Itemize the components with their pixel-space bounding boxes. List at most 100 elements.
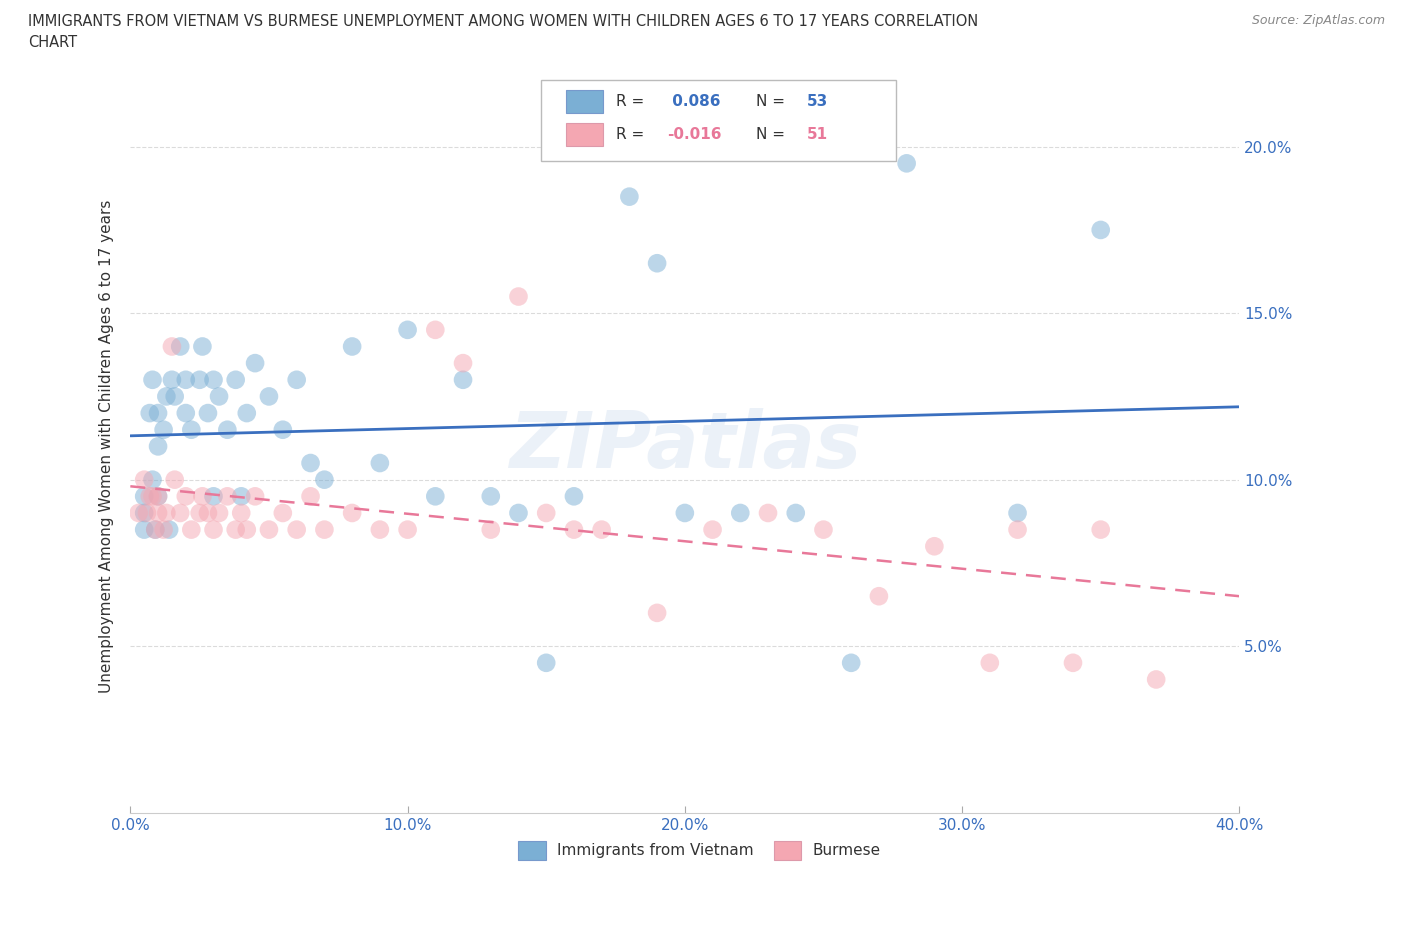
Point (451, 372, 474, 387)
Point (134, 506, 156, 521)
Point (134, 472, 156, 487)
Point (896, 156, 918, 171)
Point (146, 405, 169, 420)
Point (188, 372, 211, 387)
Point (813, 522, 835, 537)
Point (243, 489, 266, 504)
Text: Source: ZipAtlas.com: Source: ZipAtlas.com (1251, 14, 1385, 27)
Point (534, 506, 557, 521)
Point (174, 489, 197, 504)
Point (225, 372, 247, 387)
Point (508, 289, 530, 304)
Text: 0.086: 0.086 (666, 94, 721, 109)
Point (134, 522, 156, 537)
Point (169, 506, 191, 521)
Point (217, 422, 239, 437)
Point (143, 522, 166, 537)
Point (163, 389, 186, 404)
Point (1144, 672, 1167, 687)
Text: IMMIGRANTS FROM VIETNAM VS BURMESE UNEMPLOYMENT AMONG WOMEN WITH CHILDREN AGES 6: IMMIGRANTS FROM VIETNAM VS BURMESE UNEMP… (28, 14, 979, 29)
Point (197, 405, 219, 420)
Point (180, 522, 202, 537)
FancyBboxPatch shape (541, 80, 896, 161)
Point (236, 405, 259, 420)
Point (208, 506, 231, 521)
Point (285, 522, 308, 537)
Point (1090, 222, 1112, 237)
Point (979, 656, 1001, 671)
Point (191, 339, 214, 354)
Point (1007, 522, 1029, 537)
Point (146, 489, 169, 504)
Point (202, 489, 225, 504)
Point (202, 372, 225, 387)
Point (368, 456, 391, 471)
Point (619, 189, 641, 204)
Point (562, 522, 585, 537)
Point (146, 489, 169, 504)
Text: 53: 53 (807, 94, 828, 109)
Point (645, 605, 668, 620)
Point (340, 506, 363, 521)
Text: Immigrants from Vietnam: Immigrants from Vietnam (557, 844, 754, 858)
Point (396, 323, 419, 338)
Point (451, 355, 474, 370)
Point (839, 656, 862, 671)
FancyBboxPatch shape (519, 842, 546, 860)
Point (1090, 522, 1112, 537)
Point (225, 522, 247, 537)
Text: R =: R = (616, 94, 650, 109)
Point (314, 522, 336, 537)
Point (562, 489, 585, 504)
Point (730, 506, 752, 521)
Text: 51: 51 (807, 126, 828, 141)
Point (271, 506, 294, 521)
Point (868, 589, 890, 604)
Point (180, 422, 202, 437)
Point (299, 456, 322, 471)
Text: CHART: CHART (28, 35, 77, 50)
Point (208, 389, 231, 404)
Point (152, 522, 174, 537)
Point (160, 339, 183, 354)
Text: N =: N = (756, 126, 790, 141)
FancyBboxPatch shape (567, 89, 603, 113)
Point (340, 339, 363, 354)
Point (425, 323, 447, 338)
Point (134, 489, 156, 504)
Point (924, 538, 946, 553)
Point (756, 506, 779, 521)
Point (702, 522, 724, 537)
Point (1062, 656, 1084, 671)
Point (534, 656, 557, 671)
Point (141, 489, 163, 504)
Text: R =: R = (616, 126, 650, 141)
Point (673, 506, 696, 521)
Point (508, 506, 530, 521)
Point (271, 422, 294, 437)
Point (174, 405, 197, 420)
Point (191, 489, 214, 504)
Point (163, 472, 186, 487)
Point (155, 506, 177, 521)
Point (139, 405, 162, 420)
Point (197, 506, 219, 521)
Point (645, 256, 668, 271)
Y-axis label: Unemployment Among Women with Children Ages 6 to 17 years: Unemployment Among Women with Children A… (100, 200, 114, 693)
Point (479, 522, 502, 537)
Point (299, 489, 322, 504)
Point (231, 506, 253, 521)
Point (169, 339, 191, 354)
Point (243, 355, 266, 370)
Point (479, 489, 502, 504)
Point (285, 372, 308, 387)
Point (141, 472, 163, 487)
Point (139, 489, 162, 504)
Point (157, 522, 180, 537)
Point (146, 439, 169, 454)
Point (143, 522, 166, 537)
Point (217, 489, 239, 504)
Point (202, 522, 225, 537)
Point (425, 489, 447, 504)
Point (368, 522, 391, 537)
